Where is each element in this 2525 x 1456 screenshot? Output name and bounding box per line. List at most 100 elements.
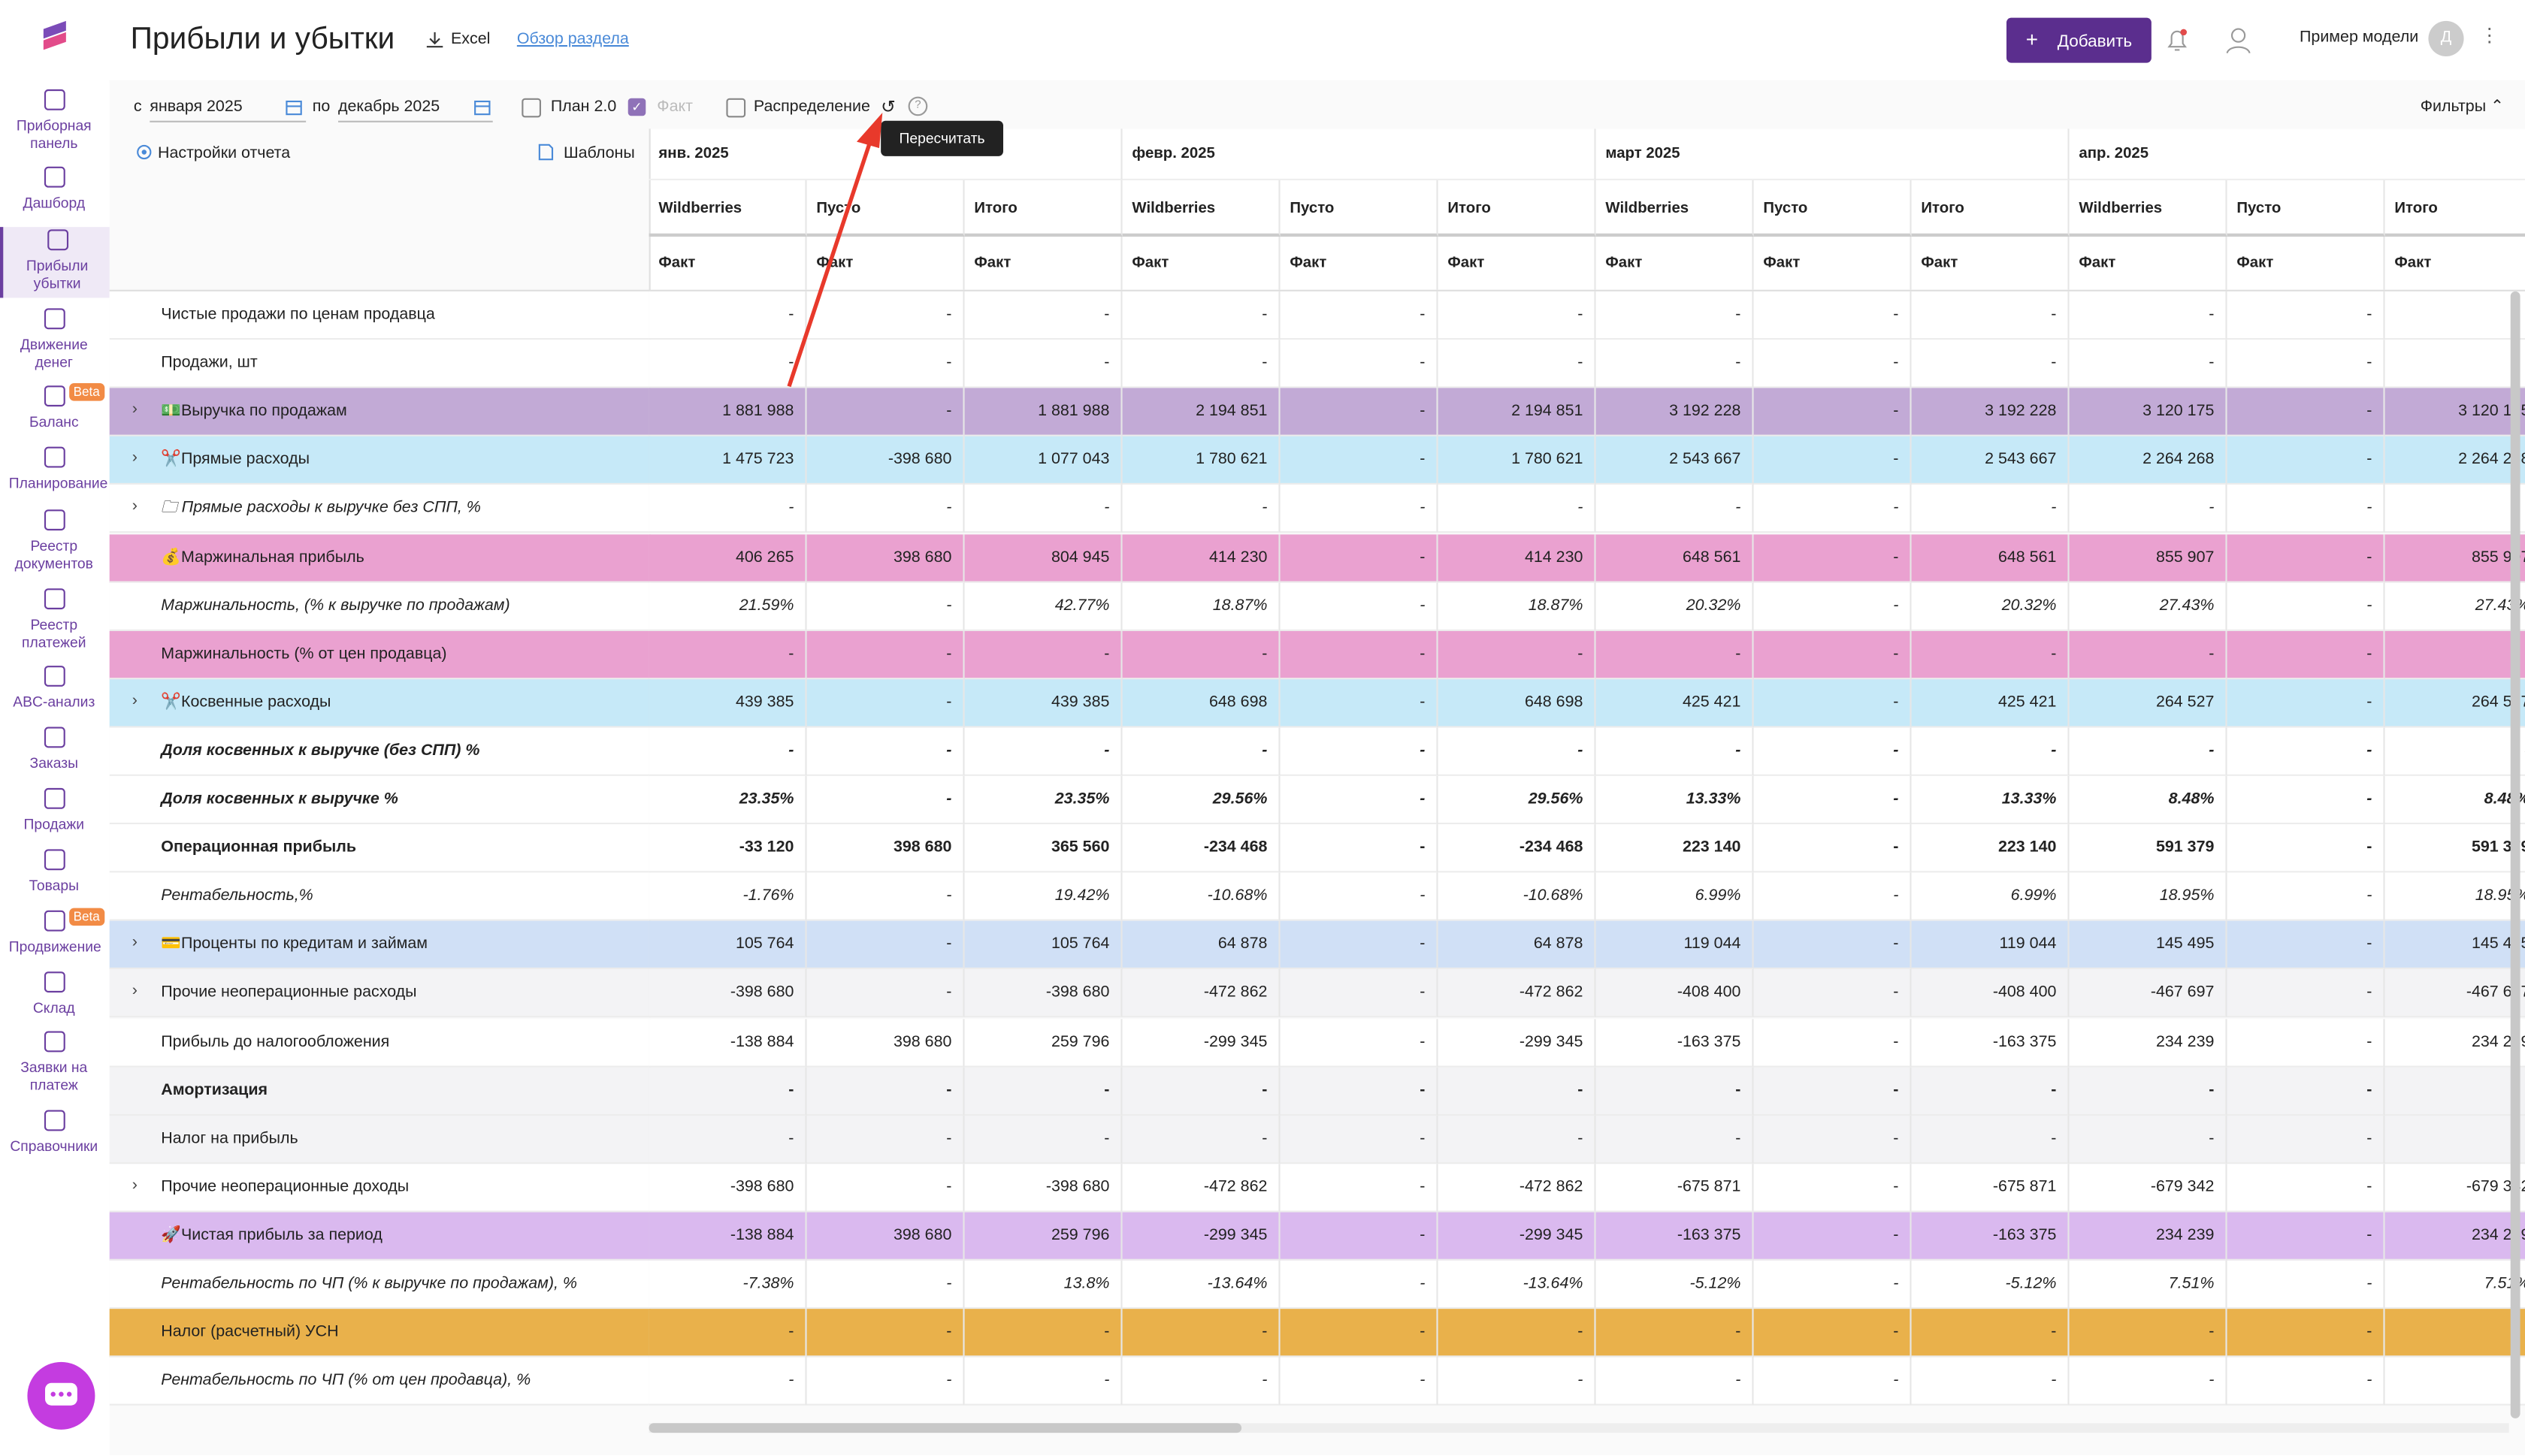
value-cell: 145 495 [2384, 921, 2525, 970]
nav-item[interactable]: Склад [0, 969, 108, 1023]
row-label: Прочие неоперационные доходы [109, 1163, 651, 1213]
expand-toggle[interactable]: › [132, 400, 138, 419]
column-header: Итого [964, 180, 1123, 237]
value-cell: 18.87% [1122, 581, 1281, 631]
value-cell: - [2069, 630, 2227, 679]
value-cell: 1 780 621 [1438, 436, 1596, 485]
value-cell: -163 375 [1911, 1212, 2070, 1261]
v-scrollbar[interactable] [2510, 291, 2520, 1418]
recalc-button[interactable]: ↺ [881, 98, 896, 118]
value-cell: - [649, 630, 807, 679]
value-cell: - [1595, 340, 1754, 388]
row-label: Операционная прибыль [109, 824, 651, 873]
value-cell: -5.12% [1911, 1260, 2070, 1309]
bell[interactable] [2164, 26, 2190, 55]
value-cell: 439 385 [964, 678, 1123, 728]
filters-button[interactable]: Фильтры ⌃ [2420, 98, 2505, 116]
value-cell: 18.95% [2384, 872, 2525, 922]
value-cell: - [2227, 969, 2385, 1019]
nav-label: Реестр документов [14, 537, 93, 572]
value-cell: 2 194 851 [1438, 388, 1596, 437]
value-cell: - [1122, 340, 1281, 388]
expand-toggle[interactable]: › [132, 982, 138, 1001]
value-cell: - [1753, 340, 1912, 388]
nav-item[interactable]: Товары [0, 847, 108, 900]
nav-icon [43, 666, 65, 687]
nav-item[interactable]: Прибыли убытки [0, 227, 111, 298]
nav-item[interactable]: ABC-анализ [0, 663, 108, 717]
nav-item[interactable]: Продажи [0, 786, 108, 839]
expand-toggle[interactable]: › [132, 497, 138, 516]
value-cell: - [2069, 1357, 2227, 1406]
value-cell: -299 345 [1438, 1018, 1596, 1067]
value-cell: - [1753, 1018, 1912, 1067]
value-cell: -163 375 [1595, 1018, 1754, 1067]
nav-label: Реестр платежей [21, 616, 86, 651]
measure-header: Факт [2227, 237, 2385, 290]
nav-item[interactable]: Заявки на платеж [0, 1029, 108, 1099]
templates-button[interactable]: Шаблоны [564, 144, 635, 163]
nav-item[interactable]: Движение денег [0, 306, 108, 376]
menu-dots[interactable]: ⋮ [2480, 24, 2499, 47]
to-date[interactable]: декабрь 2025 [338, 98, 493, 122]
row-label: Налог (расчетный) УСН [109, 1309, 651, 1358]
nav-label: Продажи [23, 816, 85, 832]
model-name[interactable]: Пример модели [2300, 29, 2419, 47]
value-cell: 1 475 723 [649, 436, 807, 485]
nav-item[interactable]: Дашборд [0, 165, 108, 218]
plan-checkbox[interactable] [522, 98, 541, 118]
nav-icon [43, 308, 65, 330]
value-cell: - [2384, 340, 2525, 388]
nav-badge: Beta [68, 382, 105, 401]
nav-item[interactable]: Справочники [0, 1107, 108, 1161]
value-cell: - [2227, 533, 2385, 582]
overview-link[interactable]: Обзор раздела [516, 30, 629, 49]
value-cell: - [2384, 727, 2525, 776]
value-cell: - [1122, 1066, 1281, 1116]
value-cell: - [964, 485, 1123, 534]
value-cell: - [2227, 1163, 2385, 1213]
report-settings[interactable]: Настройки отчета [158, 144, 291, 163]
add-button[interactable]: + Добавить [2006, 17, 2152, 63]
month-header: янв. 2025 [649, 128, 1123, 180]
expand-toggle[interactable]: › [132, 449, 138, 468]
nav-item[interactable]: Реестр платежей [0, 586, 108, 657]
user-add[interactable] [2225, 26, 2254, 55]
help-icon[interactable]: ? [908, 96, 928, 116]
value-cell: - [1280, 533, 1438, 582]
nav-item[interactable]: Планирование [0, 444, 108, 497]
distribution-checkbox[interactable] [726, 98, 746, 118]
nav-item[interactable]: Продвижение Beta [0, 908, 108, 962]
value-cell: - [1438, 1357, 1596, 1406]
nav-item[interactable]: Приборная панель [0, 87, 108, 158]
nav-item[interactable]: Заказы [0, 724, 108, 778]
value-cell: -472 862 [1438, 1163, 1596, 1213]
value-cell: - [1753, 775, 1912, 825]
value-cell: 7.51% [2384, 1260, 2525, 1309]
value-cell: 23.35% [964, 775, 1123, 825]
value-cell: - [806, 969, 965, 1019]
expand-toggle[interactable]: › [132, 1176, 138, 1195]
expand-toggle[interactable]: › [132, 934, 138, 953]
excel-button[interactable]: Excel [451, 30, 491, 49]
value-cell: - [806, 630, 965, 679]
h-scrollbar[interactable] [649, 1423, 2509, 1433]
value-cell: - [2069, 727, 2227, 776]
value-cell: 8.48% [2384, 775, 2525, 825]
chat-button[interactable] [27, 1361, 95, 1430]
nav-item[interactable]: Баланс Beta [0, 382, 108, 436]
nav-icon [43, 446, 65, 468]
nav-label: Продвижение [8, 938, 101, 955]
value-cell: - [806, 921, 965, 970]
avatar[interactable]: Д [2428, 20, 2464, 57]
expand-toggle[interactable]: › [132, 691, 138, 710]
nav-item[interactable]: Реестр документов [0, 507, 108, 578]
fact-checkbox[interactable]: ✓ [627, 98, 646, 116]
row-label: Прибыль до налогообложения [109, 1018, 651, 1067]
value-cell: - [1595, 727, 1754, 776]
column-header: Пусто [806, 180, 965, 237]
value-cell: 648 698 [1122, 678, 1281, 728]
from-date[interactable]: января 2025 [150, 98, 307, 122]
value-cell: - [1595, 1066, 1754, 1116]
value-cell: - [806, 872, 965, 922]
